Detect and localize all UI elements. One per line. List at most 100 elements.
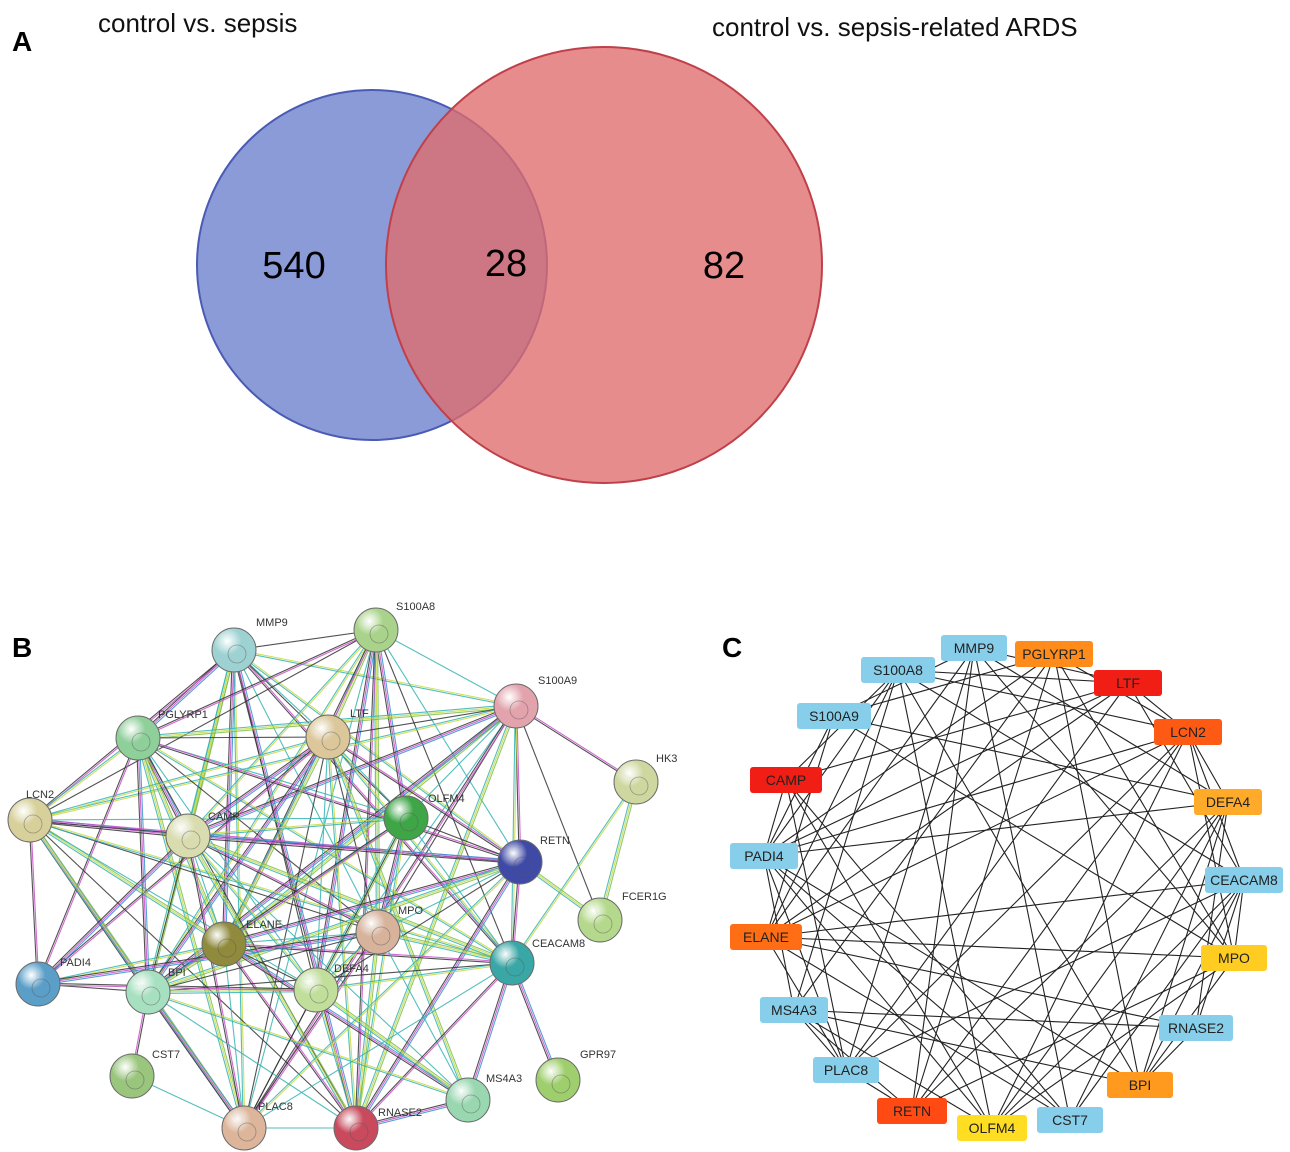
protein-structure-icon <box>369 624 389 644</box>
protein-structure-icon <box>321 731 341 751</box>
string-edge-s100a9-rnase2 <box>353 705 516 1128</box>
string-edge-retn-plac8 <box>244 862 521 1129</box>
string-node-label: HK3 <box>656 753 677 765</box>
string-edge-retn-rnase2 <box>354 860 520 1128</box>
string-node-ball <box>221 1105 267 1151</box>
cy-node-ceacam8[interactable]: CEACAM8 <box>1205 867 1283 893</box>
cy-node-mpo[interactable]: MPO <box>1201 945 1267 971</box>
string-edge-lcn2-ceacam8 <box>29 820 512 965</box>
cy-node-box <box>730 843 798 869</box>
string-edge-s100a9-rnase2 <box>355 705 517 1129</box>
string-node-retn[interactable]: RETN <box>497 835 570 885</box>
cy-edge-s100a9-elane <box>765 715 835 938</box>
venn-circle-ards <box>385 46 823 484</box>
string-edge-lcn2-elane <box>29 819 225 945</box>
string-node-fcer1g[interactable]: FCER1G <box>577 891 667 943</box>
cy-node-cst7[interactable]: CST7 <box>1037 1107 1103 1133</box>
cy-node-mmp9[interactable]: MMP9 <box>941 635 1007 661</box>
string-node-plac8[interactable]: PLAC8 <box>221 1101 293 1151</box>
string-edge-mpo-rnase2 <box>355 931 379 1129</box>
string-edge-ltf-plac8 <box>243 736 329 1129</box>
cy-edge-pglyrp1-ms4a3 <box>793 653 1055 1011</box>
venn-set-title-ards: control vs. sepsis-related ARDS <box>712 12 1078 42</box>
string-node-s100a9[interactable]: S100A9 <box>493 675 577 729</box>
protein-structure-icon <box>505 957 525 977</box>
string-edge-mpo-plac8 <box>242 931 378 1128</box>
cy-node-box <box>1154 719 1222 745</box>
cy-edge-ltf-camp <box>785 682 1129 781</box>
cy-node-pglyrp1[interactable]: PGLYRP1 <box>1015 641 1093 667</box>
protein-structure-icon <box>31 978 51 998</box>
cy-edge-lcn2-padi4 <box>763 731 1189 857</box>
string-edge-pglyrp1-mpo <box>137 737 379 933</box>
string-node-padi4[interactable]: PADI4 <box>15 957 91 1007</box>
cy-node-s100a8[interactable]: S100A8 <box>861 657 935 683</box>
cy-edge-s100a9-mpo <box>833 715 1235 959</box>
string-node-camp[interactable]: CAMP <box>165 811 240 859</box>
cy-node-padi4[interactable]: PADI4 <box>730 843 798 869</box>
string-node-ball <box>535 1057 581 1103</box>
string-node-ball <box>383 795 429 841</box>
string-node-s100a8[interactable]: S100A8 <box>353 601 435 653</box>
cy-edge-s100a8-bpi <box>897 669 1141 1086</box>
string-node-gpr97[interactable]: GPR97 <box>535 1049 616 1103</box>
cy-node-olfm4[interactable]: OLFM4 <box>957 1115 1027 1141</box>
string-node-label: ELANE <box>246 919 282 931</box>
string-node-ceacam8[interactable]: CEACAM8 <box>489 938 585 986</box>
string-edge-s100a9-ceacam8 <box>510 705 516 963</box>
string-node-mmp9[interactable]: MMP9 <box>211 617 288 673</box>
cy-node-label: CEACAM8 <box>1210 872 1278 888</box>
string-node-defa4[interactable]: DEFA4 <box>293 963 369 1013</box>
string-edge-lcn2-camp <box>29 821 188 839</box>
string-node-elane[interactable]: ELANE <box>201 919 282 967</box>
string-node-lcn2[interactable]: LCN2 <box>7 789 54 843</box>
string-edge-s100a8-rnase2 <box>356 630 378 1129</box>
string-edge-s100a8-plac8 <box>243 629 377 1129</box>
cy-node-rnase2[interactable]: RNASE2 <box>1159 1015 1233 1041</box>
string-edge-elane-rnase2 <box>222 944 356 1129</box>
string-edge-mpo-ceacam8 <box>377 933 512 966</box>
cy-node-camp[interactable]: CAMP <box>750 767 822 793</box>
cy-node-ltf[interactable]: LTF <box>1094 670 1162 696</box>
cy-node-label: LTF <box>1116 675 1140 691</box>
cy-node-elane[interactable]: ELANE <box>730 924 802 950</box>
string-node-mpo[interactable]: MPO <box>355 905 424 955</box>
cy-node-label: CST7 <box>1052 1112 1088 1128</box>
string-edge-mpo-ceacam8 <box>378 929 513 962</box>
cy-node-box <box>1094 670 1162 696</box>
string-edge-lcn2-olfm4 <box>29 817 407 821</box>
string-node-cst7[interactable]: CST7 <box>109 1049 180 1099</box>
cy-edge-camp-olfm4 <box>785 779 993 1129</box>
string-edge-pglyrp1-retn <box>137 738 520 864</box>
string-edge-camp-padi4 <box>37 835 189 985</box>
cy-node-lcn2[interactable]: LCN2 <box>1154 719 1222 745</box>
cy-node-retn[interactable]: RETN <box>877 1098 947 1124</box>
cy-edge-mmp9-plac8 <box>845 647 975 1071</box>
cy-node-s100a9[interactable]: S100A9 <box>797 703 871 729</box>
string-edge-retn-bpi <box>148 862 521 995</box>
string-edge-camp-retn <box>187 835 521 863</box>
string-node-pglyrp1[interactable]: PGLYRP1 <box>115 709 208 761</box>
cy-node-bpi[interactable]: BPI <box>1107 1072 1173 1098</box>
cy-node-defa4[interactable]: DEFA4 <box>1194 789 1262 815</box>
string-edge-lcn2-elane <box>28 820 224 946</box>
cy-node-plac8[interactable]: PLAC8 <box>813 1057 879 1083</box>
cy-edge-ceacam8-cst7 <box>1069 879 1245 1121</box>
string-node-olfm4[interactable]: OLFM4 <box>383 793 465 841</box>
cy-edge-defa4-padi4 <box>763 801 1229 857</box>
string-node-ms4a3[interactable]: MS4A3 <box>445 1073 522 1123</box>
cy-edge-s100a8-ceacam8 <box>897 669 1245 881</box>
cy-edge-s100a8-ltf <box>897 669 1129 684</box>
string-node-hk3[interactable]: HK3 <box>613 753 677 805</box>
string-edge-mpo-ceacam8 <box>377 931 513 964</box>
cy-node-label: PGLYRP1 <box>1022 646 1086 662</box>
string-edge-s100a8-defa4 <box>317 630 379 991</box>
string-node-ltf[interactable]: LTF <box>305 708 369 760</box>
string-node-rnase2[interactable]: RNASE2 <box>333 1105 422 1151</box>
string-edge-s100a8-camp <box>187 629 376 836</box>
string-edge-retn-elane <box>223 859 520 943</box>
cy-edge-ms4a3-olfm4 <box>793 1009 993 1129</box>
string-edge-ceacam8-ms4a3 <box>467 962 513 1101</box>
cy-node-ms4a3[interactable]: MS4A3 <box>760 997 828 1023</box>
string-node-bpi[interactable]: BPI <box>125 967 186 1015</box>
